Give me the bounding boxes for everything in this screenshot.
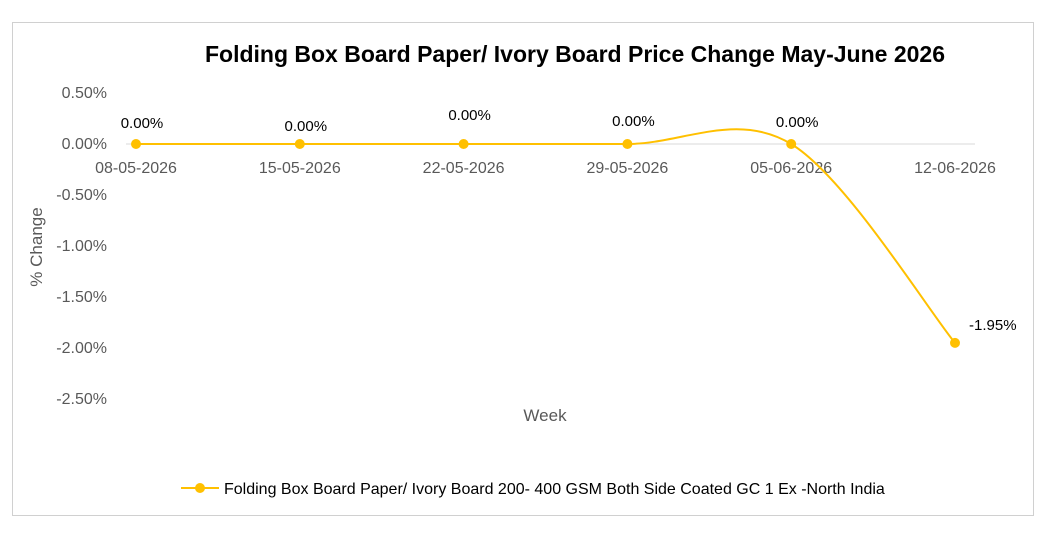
x-tick-label: 15-05-2026 [259, 160, 341, 177]
data-label: 0.00% [448, 107, 491, 124]
x-axis-title: Week [523, 406, 567, 425]
data-label: 0.00% [612, 113, 655, 130]
data-point [458, 139, 469, 149]
chart-title: Folding Box Board Paper/ Ivory Board Pri… [205, 41, 945, 67]
y-tick-label: -1.50% [56, 289, 107, 306]
y-tick-label: 0.50% [62, 85, 107, 102]
data-points [131, 139, 960, 348]
y-axis-title: % Change [27, 207, 46, 286]
y-tick-label: -2.00% [56, 340, 107, 357]
x-tick-label: 29-05-2026 [586, 160, 668, 177]
data-point [622, 139, 633, 149]
legend: Folding Box Board Paper/ Ivory Board 200… [181, 481, 885, 498]
data-labels: 0.00% 0.00% 0.00% 0.00% 0.00% -1.95% [121, 107, 1017, 334]
series-line [136, 128, 956, 344]
x-tick-label: 12-06-2026 [914, 160, 996, 177]
x-tick-label: 22-05-2026 [423, 160, 505, 177]
data-label: -1.95% [969, 317, 1017, 334]
data-point [294, 139, 305, 149]
data-label: 0.00% [776, 114, 819, 131]
y-tick-label: -0.50% [56, 187, 107, 204]
data-label: 0.00% [121, 115, 164, 132]
data-point [950, 337, 960, 348]
chart-frame [12, 22, 1034, 516]
y-tick-label: -2.50% [56, 391, 107, 408]
x-tick-label: 08-05-2026 [95, 160, 177, 177]
data-point [786, 139, 797, 149]
x-tick-label: 05-06-2026 [750, 160, 832, 177]
x-axis-ticks: 08-05-2026 15-05-2026 22-05-2026 29-05-2026… [95, 160, 996, 177]
legend-label: Folding Box Board Paper/ Ivory Board 200… [224, 481, 885, 498]
y-axis-ticks: 0.50% 0.00% -0.50% -1.00% -1.50% -2.00% -2.50% [56, 85, 107, 408]
legend-marker [195, 483, 205, 493]
data-point [131, 139, 141, 149]
y-tick-label: 0.00% [62, 136, 107, 153]
y-tick-label: -1.00% [56, 238, 107, 255]
data-label: 0.00% [285, 118, 328, 135]
